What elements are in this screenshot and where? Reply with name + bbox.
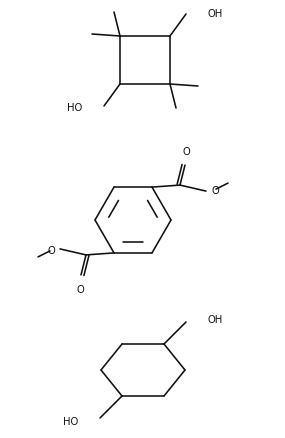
Text: O: O <box>47 245 55 255</box>
Text: O: O <box>182 147 190 157</box>
Text: HO: HO <box>67 103 82 113</box>
Text: OH: OH <box>208 314 223 324</box>
Text: OH: OH <box>208 9 223 19</box>
Text: HO: HO <box>63 416 78 426</box>
Text: O: O <box>76 284 84 294</box>
Text: O: O <box>211 186 219 196</box>
